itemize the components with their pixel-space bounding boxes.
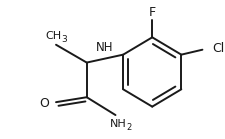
Text: Cl: Cl [211,42,223,55]
Text: NH: NH [110,119,126,129]
Text: NH: NH [96,41,113,54]
Text: 2: 2 [126,123,131,132]
Text: O: O [39,97,49,110]
Text: F: F [148,6,155,19]
Text: CH: CH [45,31,61,41]
Text: 3: 3 [61,35,66,44]
